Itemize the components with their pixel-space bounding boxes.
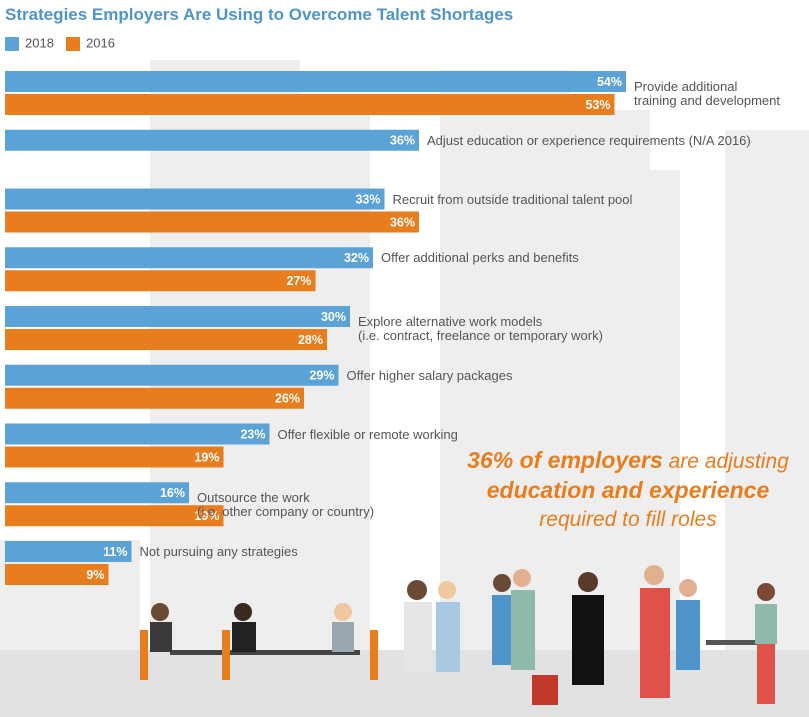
category-label: Outsource the work (i.e. other company o…: [197, 490, 375, 520]
legend-label: 2016: [86, 35, 115, 50]
annotation-text: are adjusting: [662, 450, 789, 473]
value-label: 23%: [240, 427, 265, 441]
value-label: 29%: [309, 369, 334, 383]
bar: [5, 188, 385, 210]
chart-title: Strategies Employers Are Using to Overco…: [5, 5, 514, 24]
annotation-text: 36% of employers: [467, 447, 663, 473]
value-label: 36%: [390, 215, 415, 229]
bar: [5, 541, 132, 562]
bar: [5, 94, 615, 115]
category-label: Explore alternative work models (i.e. co…: [358, 314, 603, 343]
value-label: 30%: [321, 310, 346, 324]
bar: [5, 364, 339, 386]
category-label: Adjust education or experience requireme…: [427, 132, 751, 148]
value-label: 32%: [344, 251, 369, 265]
value-label: 54%: [597, 75, 622, 89]
category-label: Provide additional training and developm…: [634, 79, 780, 108]
category-label: Offer higher salary packages: [346, 367, 513, 383]
annotation: 36% of employers are adjusting education…: [458, 446, 798, 534]
category-label: Recruit from outside traditional talent …: [392, 191, 633, 207]
value-label: 19%: [194, 450, 219, 464]
bar: [5, 564, 109, 585]
legend-label: 2018: [25, 35, 54, 50]
value-label: 11%: [103, 545, 127, 559]
annotation-text: required to fill roles: [539, 508, 717, 531]
bar: [5, 270, 316, 292]
category-label: Offer flexible or remote working: [277, 426, 458, 442]
bar: [5, 247, 373, 269]
bar: [5, 306, 350, 327]
bar: [5, 505, 224, 527]
bar: [5, 387, 304, 409]
value-label: 36%: [390, 134, 415, 148]
value-label: 16%: [160, 486, 185, 500]
category-label: Not pursuing any strategies: [139, 544, 298, 559]
value-label: 33%: [355, 192, 380, 206]
category-label: Offer additional perks and benefits: [381, 250, 579, 266]
value-label: 9%: [86, 568, 104, 582]
bar: [5, 129, 419, 151]
legend-swatch: [5, 37, 19, 51]
annotation-text: education and experience: [486, 477, 770, 503]
bar: [5, 482, 189, 504]
bar: [5, 446, 224, 468]
value-label: 28%: [298, 333, 323, 347]
value-label: 27%: [286, 274, 311, 288]
bar: [5, 423, 270, 445]
people-illustration: [140, 565, 777, 705]
value-label: 26%: [275, 392, 300, 406]
value-label: 53%: [585, 98, 610, 112]
bar: [5, 71, 626, 92]
value-label: 19%: [194, 509, 219, 523]
bar: [5, 329, 327, 350]
bar: [5, 211, 419, 233]
legend-swatch: [66, 37, 80, 51]
